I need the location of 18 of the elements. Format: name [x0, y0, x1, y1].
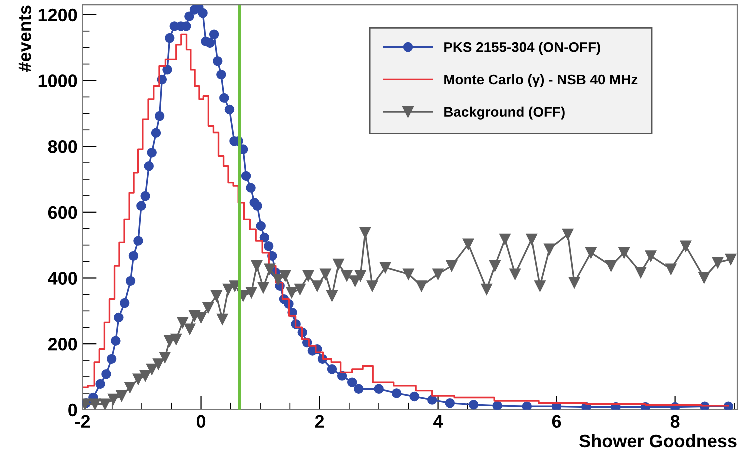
y-axis-title: #events	[18, 6, 32, 72]
y-tick-label: 1000	[38, 74, 78, 88]
y-tick-label: 0	[68, 404, 78, 417]
legend-label: PKS 2155-304 (ON-OFF)	[444, 42, 600, 56]
x-tick-label: 2	[315, 415, 324, 428]
y-tick-label: 1200	[38, 8, 78, 22]
x-tick-label: 4	[434, 415, 444, 428]
x-tick-label: -2	[75, 415, 90, 428]
y-tick-label: 600	[48, 206, 78, 220]
y-tick-label: 200	[48, 338, 78, 351]
x-tick-label: 6	[552, 415, 562, 428]
x-tick-label: 0	[196, 415, 206, 428]
x-tick-label: 8	[670, 415, 680, 428]
legend-label: Monte Carlo (γ) - NSB 40 MHz	[444, 74, 638, 88]
y-tick-label: 800	[48, 140, 78, 154]
y-tick-label: 400	[48, 272, 78, 285]
x-axis-title: Shower Goodness	[580, 434, 737, 448]
legend-label: Background (OFF)	[444, 106, 565, 120]
